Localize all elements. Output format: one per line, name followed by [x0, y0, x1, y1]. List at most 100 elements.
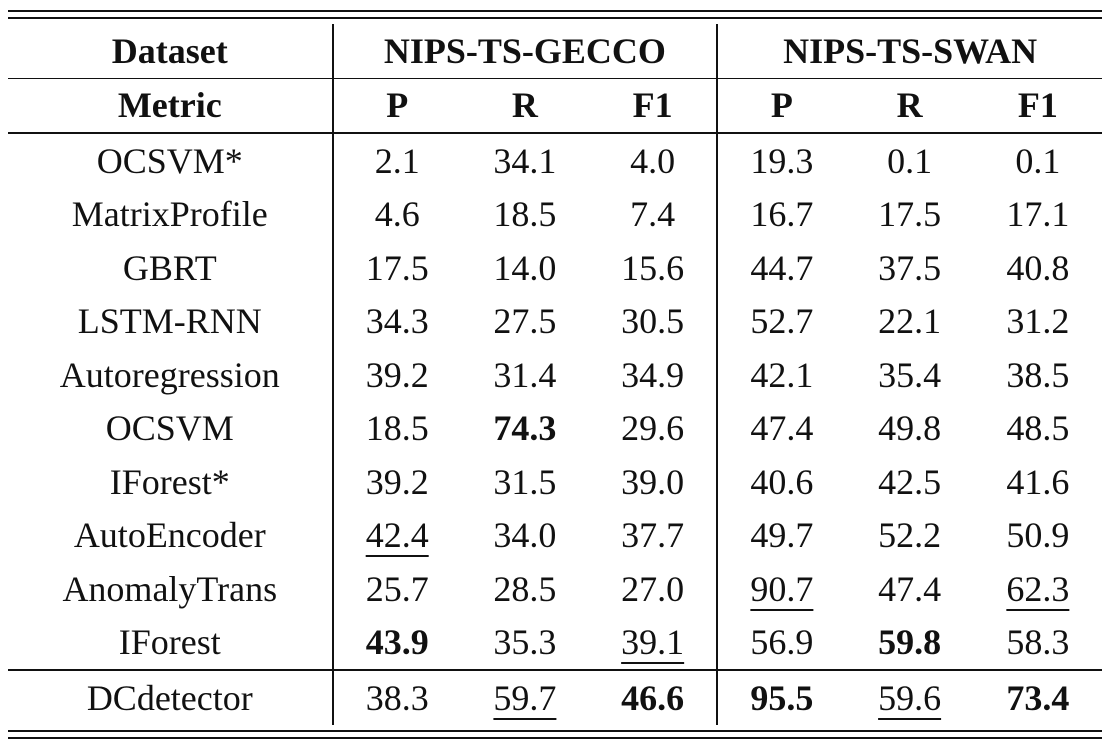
cell-value: 27.5	[493, 301, 557, 342]
cell-value: 18.5	[493, 194, 557, 235]
table-cell: 14.0	[461, 241, 589, 295]
table-cell: 52.7	[717, 295, 845, 349]
cell-value: 56.9	[750, 622, 814, 663]
table-row: AutoEncoder 42.4 34.0 37.7 49.7 52.2 50.9	[8, 508, 1102, 563]
table-cell: 59.7	[460, 669, 590, 725]
metric-label: Metric	[8, 78, 334, 134]
cell-value: 31.2	[1006, 301, 1070, 342]
table-cell: 38.3	[332, 669, 461, 725]
metric-header: P	[717, 78, 846, 134]
header-row-metric: Metric P R F1 P R F1	[8, 78, 1102, 134]
cell-value: 37.5	[878, 247, 942, 288]
cell-value: 42.1	[750, 354, 814, 395]
table-cell: 27.0	[589, 562, 719, 616]
cell-value: 59.6	[878, 677, 942, 718]
cell-value: 42.4	[365, 515, 429, 556]
table-cell: 31.4	[461, 348, 589, 402]
cell-value: 34.3	[365, 301, 429, 342]
table-body: OCSVM* 2.1 34.1 4.0 19.3 0.1 0.1 MatrixProfile 4…	[8, 133, 1102, 725]
cell-value: 34.0	[493, 515, 557, 556]
cell-value: 39.0	[621, 461, 685, 502]
cell-value: 34.9	[621, 354, 685, 395]
table-cell: 42.1	[717, 348, 845, 402]
cell-value: 31.5	[493, 461, 557, 502]
cell-value: 52.2	[878, 515, 942, 556]
table-cell: 39.0	[589, 455, 719, 509]
cell-value: 52.7	[750, 301, 814, 342]
cell-value: 17.5	[365, 247, 429, 288]
group-header-swan: NIPS-TS-SWAN	[717, 24, 1102, 79]
top-rule-outer	[8, 10, 1102, 12]
metric-header: R	[460, 78, 590, 134]
table-cell: 62.3	[974, 562, 1102, 616]
cell-value: 59.7	[493, 677, 557, 718]
table-cell: 0.1	[974, 133, 1102, 188]
table-cell: 22.1	[845, 295, 973, 349]
table-cell: 49.8	[845, 402, 973, 456]
table-cell: 95.5	[717, 669, 846, 725]
table-cell: 59.6	[845, 669, 974, 725]
table-cell: 47.4	[717, 402, 845, 456]
table-cell: 46.6	[589, 669, 719, 725]
header-row-dataset: Dataset NIPS-TS-GECCO NIPS-TS-SWAN	[8, 24, 1102, 79]
top-rule-inner	[8, 17, 1102, 19]
table-cell: 39.2	[333, 455, 461, 509]
cell-value: 40.6	[750, 461, 814, 502]
cell-value: 50.9	[1006, 515, 1070, 556]
method-name: OCSVM	[8, 401, 334, 455]
table-cell: 40.8	[974, 241, 1102, 295]
cell-value: 0.1	[887, 140, 933, 181]
cell-value: 27.0	[621, 568, 685, 609]
table-cell: 47.4	[845, 562, 973, 616]
table-cell: 18.5	[461, 188, 589, 242]
table-cell: 50.9	[974, 509, 1102, 563]
table-row: OCSVM 18.5 74.3 29.6 47.4 49.8 48.5	[8, 401, 1102, 456]
cell-value: 19.3	[750, 140, 814, 181]
table-cell: 17.5	[845, 188, 973, 242]
table-cell: 48.5	[974, 402, 1102, 456]
table-cell: 42.4	[333, 509, 461, 563]
table-row: IForest* 39.2 31.5 39.0 40.6 42.5 41.6	[8, 455, 1102, 509]
table-cell: 74.3	[461, 402, 589, 456]
table-cell: 17.1	[974, 188, 1102, 242]
cell-value: 74.3	[493, 408, 557, 449]
cell-value: 38.5	[1006, 354, 1070, 395]
cell-value: 35.3	[493, 622, 557, 663]
table-cell: 34.9	[589, 348, 719, 402]
dataset-label: Dataset	[8, 24, 334, 79]
table-cell: 41.6	[974, 455, 1102, 509]
method-name: MatrixProfile	[8, 187, 334, 241]
table-cell: 34.3	[333, 295, 461, 349]
table-cell: 25.7	[333, 562, 461, 616]
table-cell: 29.6	[589, 401, 719, 455]
table-cell: 28.5	[461, 562, 589, 616]
method-name: DCdetector	[8, 669, 334, 725]
method-name: OCSVM*	[8, 133, 334, 188]
table-row: DCdetector 38.3 59.7 46.6 95.5 59.6 73.4	[8, 669, 1102, 725]
cell-value: 22.1	[878, 301, 942, 342]
cell-value: 30.5	[621, 301, 685, 342]
cell-value: 42.5	[878, 461, 942, 502]
table-cell: 31.5	[461, 455, 589, 509]
table-cell: 34.1	[461, 133, 589, 188]
cell-value: 49.7	[750, 515, 814, 556]
table-cell: 4.0	[589, 133, 719, 188]
cell-value: 2.1	[374, 140, 420, 181]
table-cell: 73.4	[973, 669, 1102, 725]
cell-value: 38.3	[365, 677, 429, 718]
cell-value: 40.8	[1006, 247, 1070, 288]
cell-value: 73.4	[1006, 677, 1070, 718]
table-cell: 44.7	[717, 241, 845, 295]
cell-value: 17.1	[1006, 194, 1070, 235]
table-row: LSTM-RNN 34.3 27.5 30.5 52.7 22.1 31.2	[8, 294, 1102, 349]
table-cell: 90.7	[717, 562, 845, 616]
metric-header: R	[845, 78, 974, 134]
cell-value: 25.7	[365, 568, 429, 609]
cell-value: 0.1	[1015, 140, 1061, 181]
method-name: GBRT	[8, 241, 334, 295]
cell-value: 58.3	[1006, 622, 1070, 663]
cell-value: 18.5	[365, 408, 429, 449]
cell-value: 43.9	[365, 622, 429, 663]
cell-value: 47.4	[878, 568, 942, 609]
table-row: GBRT 17.5 14.0 15.6 44.7 37.5 40.8	[8, 241, 1102, 295]
